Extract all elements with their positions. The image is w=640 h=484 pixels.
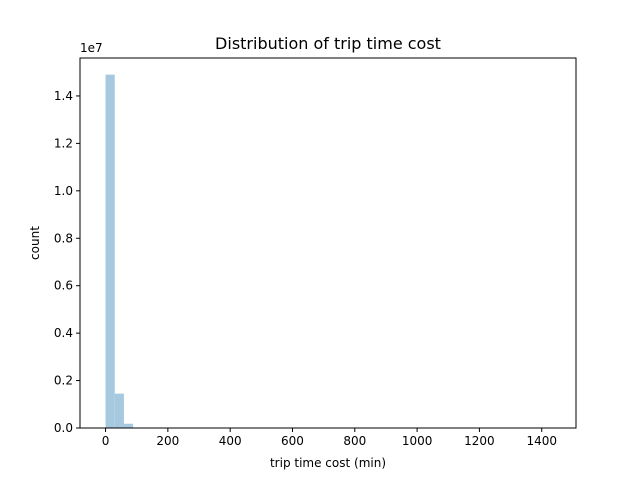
- histogram-bar-1: [115, 394, 124, 428]
- y-tick-label: 0.8: [54, 231, 73, 245]
- y-tick-label: 0.0: [54, 421, 73, 435]
- histogram-bar-2: [124, 424, 133, 428]
- y-tick-label: 1.4: [54, 89, 73, 103]
- histogram-bars: [106, 75, 143, 428]
- x-tick-label: 1200: [464, 434, 495, 448]
- y-offset-label: 1e7: [80, 41, 103, 55]
- plot-frame: [80, 58, 576, 428]
- x-axis-label: trip time cost (min): [270, 456, 386, 470]
- y-tick-label: 0.6: [54, 279, 73, 293]
- histogram-bar-0: [106, 75, 115, 428]
- x-tick-label: 400: [219, 434, 242, 448]
- x-tick-label: 800: [343, 434, 366, 448]
- x-tick-label: 600: [281, 434, 304, 448]
- x-tick-label: 1400: [526, 434, 557, 448]
- chart-title: Distribution of trip time cost: [215, 34, 441, 53]
- x-tick-label: 0: [102, 434, 110, 448]
- x-axis-ticks: 0 200 400 600 800 1000 1200 1400: [102, 428, 557, 448]
- y-tick-label: 1.0: [54, 184, 73, 198]
- y-tick-label: 0.2: [54, 374, 73, 388]
- x-tick-label: 200: [156, 434, 179, 448]
- y-axis-label: count: [28, 226, 42, 260]
- y-tick-label: 1.2: [54, 136, 73, 150]
- x-tick-label: 1000: [402, 434, 433, 448]
- y-axis-ticks: 0.0 0.2 0.4 0.6 0.8 1.0 1.2 1.4: [54, 89, 80, 435]
- y-tick-label: 0.4: [54, 326, 73, 340]
